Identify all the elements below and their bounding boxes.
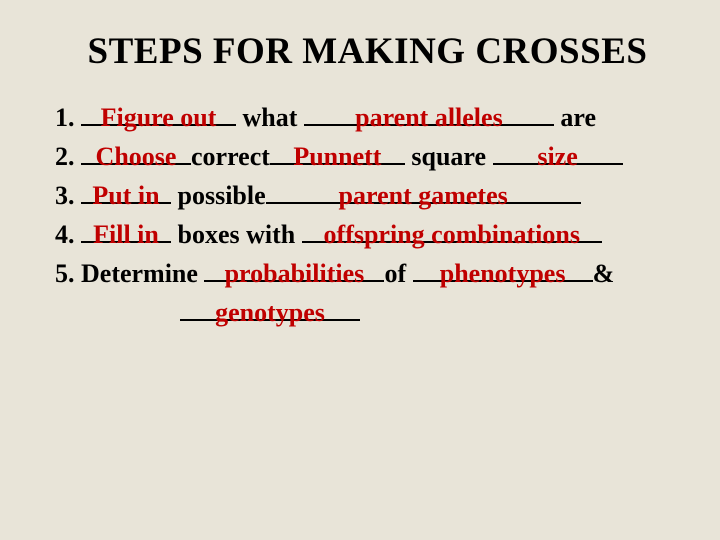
blank-fill: Choose	[81, 137, 191, 176]
blank-fill: phenotypes	[413, 254, 593, 293]
slide: STEPS FOR MAKING CROSSES 1. Figure out w…	[0, 0, 720, 540]
page-title: STEPS FOR MAKING CROSSES	[55, 30, 680, 73]
static-text: what	[236, 103, 304, 132]
step-5-continuation: genotypes	[55, 293, 680, 332]
step-number: 2.	[55, 142, 75, 171]
step-3: 3. Put in possible parent gametes	[55, 176, 680, 215]
blank-fill: offspring combinations	[302, 215, 602, 254]
blank-fill: Put in	[81, 176, 171, 215]
static-text: boxes with	[171, 220, 302, 249]
static-text: square	[405, 142, 493, 171]
blank-fill: Figure out	[81, 98, 236, 137]
blank-fill: parent alleles	[304, 98, 554, 137]
blank-fill: parent gametes	[266, 176, 581, 215]
static-text: Determine	[81, 259, 204, 288]
static-text: of	[384, 259, 412, 288]
static-text: are	[554, 103, 596, 132]
step-number: 3.	[55, 181, 75, 210]
step-5: 5. Determine probabilities of phenotypes…	[55, 254, 680, 293]
step-1: 1. Figure out what parent alleles are	[55, 98, 680, 137]
blank-fill: genotypes	[180, 293, 360, 332]
blank-fill: Fill in	[81, 215, 171, 254]
step-number: 1.	[55, 103, 75, 132]
static-text: possible	[171, 181, 266, 210]
blank-fill: probabilities	[204, 254, 384, 293]
blank-fill: size	[493, 137, 623, 176]
step-2: 2. Choose correct Punnett square size	[55, 137, 680, 176]
steps-list: 1. Figure out what parent alleles are 2.…	[55, 98, 680, 332]
step-number: 5.	[55, 259, 75, 288]
step-number: 4.	[55, 220, 75, 249]
static-text: &	[593, 259, 615, 288]
blank-fill: Punnett	[270, 137, 405, 176]
static-text: correct	[191, 142, 270, 171]
step-4: 4. Fill in boxes with offspring combinat…	[55, 215, 680, 254]
